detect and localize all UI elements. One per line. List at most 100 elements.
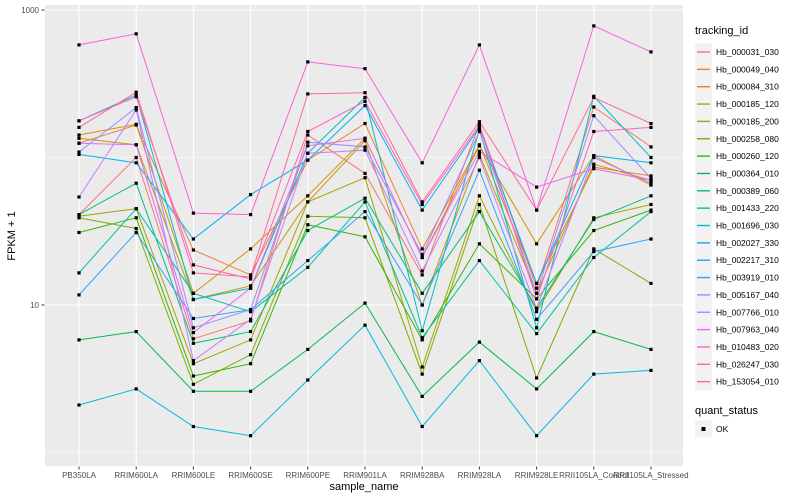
data-point [77, 141, 81, 145]
data-point [77, 125, 81, 129]
data-point [77, 195, 81, 199]
data-point [592, 217, 596, 222]
legend-item-label: Hb_007963_040 [716, 325, 779, 335]
data-point [420, 365, 424, 369]
data-point [592, 330, 596, 334]
data-point [420, 161, 424, 165]
legend-item: Hb_000084_310 [695, 78, 779, 96]
data-point [191, 271, 195, 275]
x-tick-label: RRIM928LE [515, 471, 559, 480]
data-point [134, 230, 138, 235]
data-point [649, 161, 653, 165]
legend-item: Hb_000258_080 [695, 130, 779, 148]
data-point [77, 119, 81, 123]
legend-item-label: Hb_000260_120 [716, 151, 779, 161]
data-point [477, 149, 481, 153]
data-point [306, 347, 310, 351]
legend-item: Hb_026247_030 [695, 355, 779, 373]
legend-item-label: Hb_000389_060 [716, 186, 779, 196]
data-point [592, 114, 596, 118]
data-point [535, 332, 539, 336]
data-point [249, 308, 253, 312]
data-point [535, 434, 539, 438]
data-point [191, 211, 195, 215]
data-point [134, 226, 138, 231]
legend-item: Hb_007963_040 [695, 321, 779, 339]
data-point [420, 208, 424, 212]
data-point [134, 155, 138, 160]
legend-item: Hb_010483_020 [695, 338, 779, 356]
ok-square-marker-icon [701, 427, 706, 431]
data-point [649, 347, 653, 351]
data-point [191, 341, 195, 345]
data-point [420, 336, 424, 340]
legend-item: Hb_000185_200 [695, 112, 779, 130]
data-point [306, 214, 310, 218]
data-point [77, 230, 81, 235]
data-point [649, 121, 653, 126]
data-point [477, 210, 481, 214]
legend-item-label: Hb_026247_030 [716, 359, 779, 369]
data-point [363, 210, 367, 214]
data-point [306, 259, 310, 263]
legend-item-label: Hb_010483_020 [716, 342, 779, 352]
legend-item: Hb_000389_060 [695, 182, 779, 200]
legend-item: Hb_000049_040 [695, 60, 779, 78]
data-point [420, 273, 424, 277]
data-point [649, 176, 653, 181]
data-point [363, 95, 367, 100]
data-point [191, 374, 195, 378]
data-point [649, 202, 653, 207]
data-point [363, 136, 367, 140]
legend-quant-status: OK [695, 420, 729, 438]
legend-item-label: Hb_002217_310 [716, 255, 779, 265]
data-point [477, 127, 481, 131]
data-point [306, 92, 310, 96]
x-tick-label: PB350LA [62, 471, 96, 480]
data-point [535, 306, 539, 310]
data-point [306, 144, 310, 148]
data-point [535, 317, 539, 321]
data-point [306, 140, 310, 144]
data-point [363, 171, 367, 175]
data-point [535, 310, 539, 314]
data-point [363, 301, 367, 305]
data-point [134, 90, 138, 94]
data-point [420, 202, 424, 207]
data-point [249, 338, 253, 342]
data-point [249, 286, 253, 290]
data-point [77, 43, 81, 47]
legend-item: Hb_000260_120 [695, 147, 779, 165]
data-point [249, 389, 253, 393]
data-point [477, 259, 481, 263]
legend-item: Hb_153054_010 [695, 373, 779, 391]
data-point [306, 228, 310, 233]
data-point [306, 378, 310, 382]
legend-item-label: Hb_153054_010 [716, 377, 779, 387]
data-point [477, 242, 481, 246]
data-point [535, 291, 539, 295]
data-point [191, 331, 195, 335]
data-point [77, 136, 81, 140]
data-point [477, 168, 481, 172]
data-point [134, 181, 138, 185]
x-tick-label: RRIM901LA [343, 471, 387, 480]
data-point [592, 228, 596, 233]
data-point [77, 213, 81, 217]
data-point [592, 372, 596, 376]
data-point [477, 202, 481, 207]
data-point [249, 362, 253, 366]
data-point [363, 67, 367, 71]
data-point [420, 338, 424, 342]
data-point [363, 104, 367, 108]
data-point [306, 151, 310, 155]
data-point [191, 297, 195, 302]
data-point [134, 122, 138, 126]
data-point [420, 200, 424, 204]
data-point [249, 434, 253, 438]
data-point [249, 193, 253, 197]
data-point [592, 216, 596, 220]
data-point [535, 326, 539, 330]
data-point [249, 284, 253, 288]
data-point [649, 237, 653, 241]
